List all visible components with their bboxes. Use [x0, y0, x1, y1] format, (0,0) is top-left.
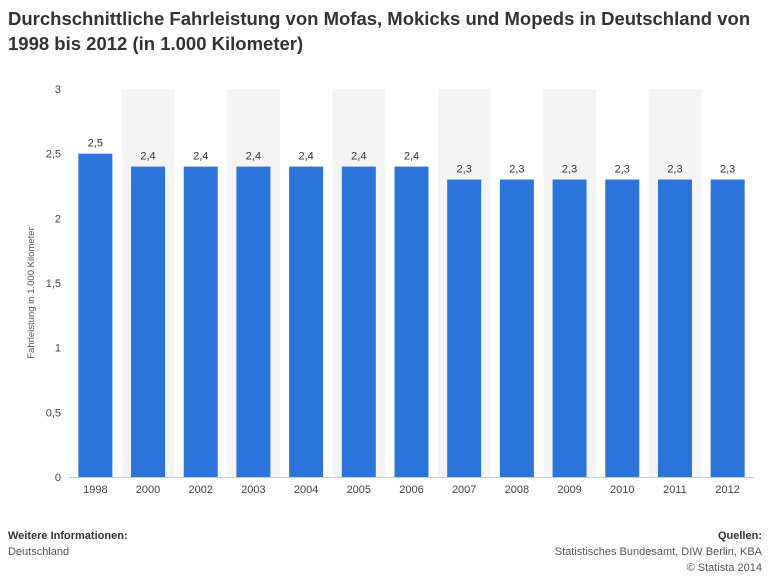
- bar: [289, 166, 324, 477]
- bar-value-label: 2,3: [720, 164, 735, 176]
- x-tick-label: 2012: [715, 484, 739, 496]
- bar-value-label: 2,5: [88, 138, 103, 150]
- bar-value-label: 2,4: [351, 151, 366, 163]
- x-tick-label: 2004: [294, 484, 318, 496]
- footer-sources-text: Statistisches Bundesamt, DIW Berlin, KBA: [554, 546, 762, 558]
- x-tick-label: 2010: [610, 484, 634, 496]
- bar-value-label: 2,3: [615, 164, 630, 176]
- y-tick-label: 0,5: [46, 407, 61, 419]
- x-tick-label: 2000: [136, 484, 160, 496]
- footer-info-heading: Weitere Informationen:: [8, 530, 128, 542]
- x-tick-label: 2006: [399, 484, 423, 496]
- bar-value-label: 2,4: [298, 151, 313, 163]
- footer-info-text: Deutschland: [8, 546, 70, 558]
- bar-value-label: 2,3: [562, 164, 577, 176]
- footer-info: Weitere Informationen: Deutschland: [8, 528, 128, 560]
- x-tick-label: 2009: [557, 484, 581, 496]
- bar: [447, 179, 482, 478]
- bar: [499, 179, 534, 478]
- bar: [657, 179, 692, 478]
- footer-sources: Quellen: Statistisches Bundesamt, DIW Be…: [555, 528, 762, 576]
- bar-value-label: 2,3: [667, 164, 682, 176]
- bar: [183, 166, 218, 477]
- x-tick-label: 2002: [188, 484, 212, 496]
- y-tick-label: 3: [55, 84, 61, 96]
- bar: [341, 166, 376, 477]
- x-tick-label: 1998: [83, 484, 107, 496]
- footer-sources-heading: Quellen:: [717, 530, 762, 542]
- bar-value-label: 2,4: [404, 151, 419, 163]
- bar: [78, 153, 113, 477]
- bar-value-label: 2,4: [140, 151, 155, 163]
- bar: [552, 179, 587, 478]
- x-tick-label: 2011: [663, 484, 687, 496]
- bar-value-label: 2,3: [457, 164, 472, 176]
- bar-value-label: 2,4: [193, 151, 208, 163]
- bar-value-label: 2,4: [246, 151, 261, 163]
- x-tick-label: 2007: [452, 484, 476, 496]
- bar: [236, 166, 271, 477]
- x-tick-label: 2005: [347, 484, 371, 496]
- y-axis-title: Fahrleistung in 1.000 Kilometer: [26, 227, 37, 359]
- y-tick-label: 2,5: [46, 149, 61, 161]
- x-tick-label: 2003: [241, 484, 265, 496]
- bar: [710, 179, 745, 478]
- x-tick-label: 2008: [505, 484, 529, 496]
- y-tick-label: 1,5: [46, 278, 61, 290]
- bar: [394, 166, 429, 477]
- footer-copyright: © Statista 2014: [686, 562, 762, 574]
- y-tick-label: 2: [55, 213, 61, 225]
- y-tick-label: 0: [55, 472, 61, 484]
- bar-value-label: 2,3: [509, 164, 524, 176]
- bar: [131, 166, 166, 477]
- bar: [605, 179, 640, 478]
- y-tick-label: 1: [55, 343, 61, 355]
- chart-title: Durchschnittliche Fahrleistung von Mofas…: [8, 8, 751, 54]
